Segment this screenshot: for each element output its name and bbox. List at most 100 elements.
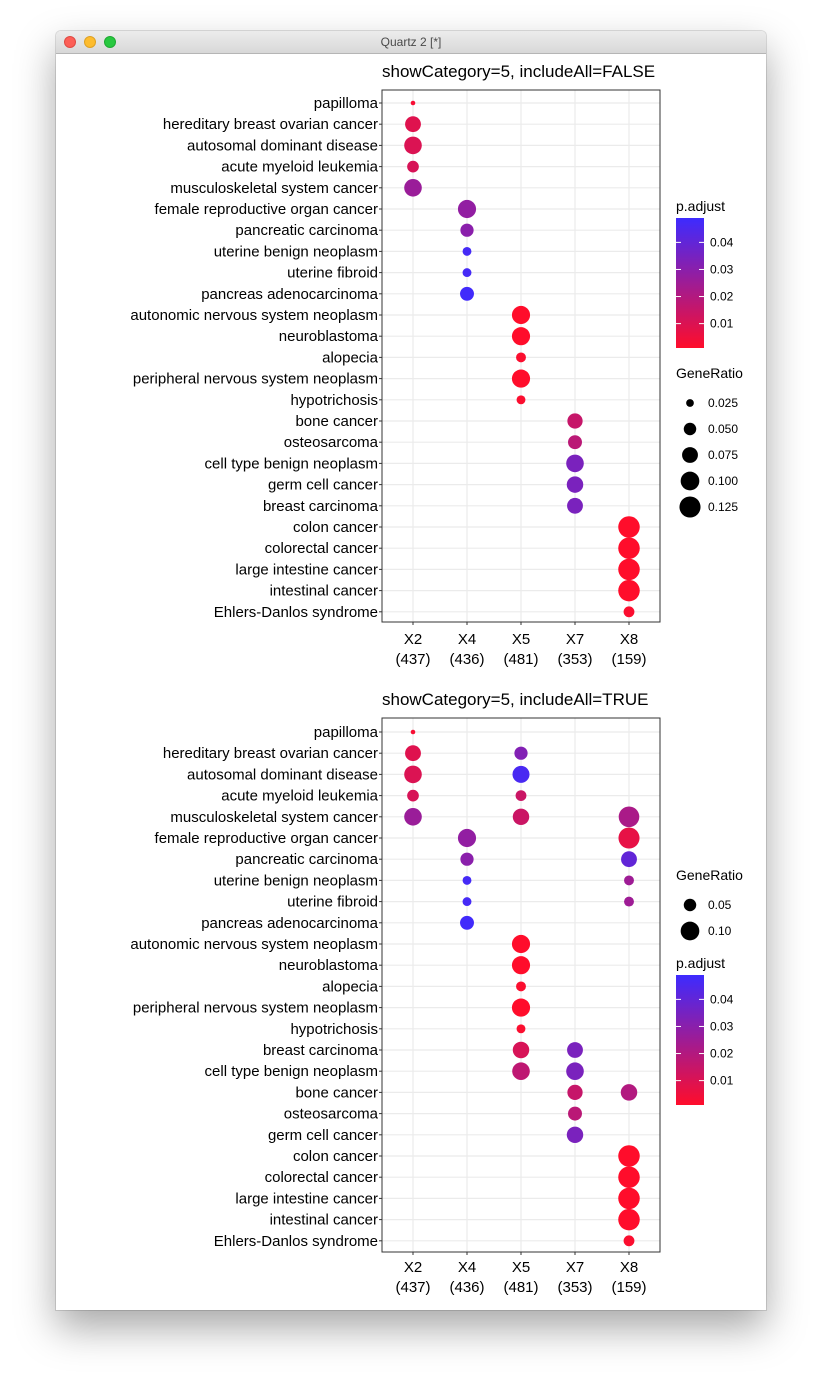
chart-title: showCategory=5, includeAll=FALSE — [382, 62, 655, 81]
y-tick-label: hypotrichosis — [290, 392, 378, 409]
gene-ratio-legend-title: GeneRatio — [676, 365, 743, 381]
data-point — [407, 160, 419, 173]
y-tick-label: bone cancer — [295, 413, 378, 430]
y-tick-label: osteosarcoma — [284, 1106, 379, 1123]
gene-ratio-legend: GeneRatio 0.025 0.050 0.075 0.100 0.125 — [676, 365, 743, 518]
data-point — [511, 934, 531, 954]
y-tick-label: bone cancer — [295, 1084, 378, 1101]
colorbar-tick-label: 0.02 — [710, 1047, 734, 1061]
y-tick-label: uterine benign neoplasm — [214, 872, 378, 889]
y-tick-label: cell type benign neoplasm — [205, 455, 378, 472]
y-tick-label: large intestine cancer — [235, 1190, 378, 1207]
data-point — [624, 896, 634, 907]
data-point — [410, 100, 416, 106]
y-tick-label: uterine benign neoplasm — [214, 243, 378, 260]
data-point — [567, 1084, 583, 1101]
x-tick-cluster: X2 — [404, 1259, 422, 1276]
gene-ratio-key-label: 0.100 — [708, 474, 738, 488]
colorbar-tick-label: 0.04 — [710, 235, 734, 249]
x-tick-label: X8 (159) — [611, 631, 646, 668]
x-tick-count: (436) — [449, 651, 484, 668]
data-point — [511, 327, 531, 346]
data-point — [618, 516, 640, 538]
y-tick-label: female reproductive organ cancer — [155, 830, 378, 847]
data-point — [516, 395, 526, 405]
close-window-button[interactable] — [64, 36, 76, 48]
plot-panel-border — [381, 89, 661, 623]
data-point — [618, 806, 640, 828]
x-tick-count: (481) — [503, 1279, 538, 1296]
x-tick-count: (159) — [611, 651, 646, 668]
x-tick-cluster: X4 — [458, 1259, 476, 1276]
data-point — [512, 1062, 530, 1080]
data-point — [618, 579, 640, 602]
gene-ratio-key — [682, 447, 698, 463]
data-point — [511, 369, 531, 388]
gene-ratio-key-label: 0.075 — [708, 448, 738, 462]
p-adjust-colorbar — [676, 218, 704, 348]
y-tick-label: colorectal cancer — [265, 540, 378, 557]
data-point — [511, 305, 531, 325]
minimize-window-button[interactable] — [84, 36, 96, 48]
y-tick-label: alopecia — [322, 978, 379, 995]
data-point — [462, 268, 472, 278]
x-tick-cluster: X8 — [620, 1259, 638, 1276]
data-point — [512, 1041, 530, 1059]
y-tick-label: intestinal cancer — [270, 1212, 378, 1229]
colorbar-tick-label: 0.03 — [710, 262, 734, 276]
data-point — [618, 1166, 640, 1188]
data-point — [618, 1208, 640, 1231]
gene-ratio-key-label: 0.125 — [708, 500, 738, 514]
y-tick-label: hereditary breast ovarian cancer — [163, 745, 378, 762]
y-tick-label: hereditary breast ovarian cancer — [163, 116, 378, 133]
data-point — [514, 746, 528, 760]
y-tick-label: pancreas adenocarcinoma — [201, 915, 378, 932]
y-tick-label: autonomic nervous system neoplasm — [130, 307, 378, 324]
y-tick-label: neuroblastoma — [279, 957, 379, 974]
y-tick-label: acute myeloid leukemia — [221, 788, 378, 805]
data-point — [460, 915, 474, 930]
gene-ratio-key — [686, 399, 694, 407]
y-tick-label: breast carcinoma — [263, 1042, 379, 1059]
x-tick-label: X5 (481) — [503, 631, 538, 668]
gene-ratio-key-label: 0.10 — [708, 924, 732, 938]
data-point — [462, 246, 472, 256]
plot-panel-border — [381, 717, 661, 1253]
gene-ratio-key — [680, 921, 700, 941]
data-point — [623, 606, 635, 618]
data-point — [568, 1106, 582, 1121]
data-point — [460, 223, 474, 237]
data-point — [621, 851, 637, 868]
y-tick-label: autosomal dominant disease — [187, 137, 378, 154]
x-tick-label: X7 (353) — [557, 1259, 592, 1296]
x-tick-count: (437) — [395, 1279, 430, 1296]
y-tick-label: pancreas adenocarcinoma — [201, 286, 378, 303]
x-tick-count: (159) — [611, 1279, 646, 1296]
data-point — [462, 897, 472, 907]
data-point — [462, 875, 472, 885]
data-point — [623, 1235, 635, 1247]
data-point — [618, 537, 640, 559]
data-point — [407, 789, 419, 802]
data-point — [512, 808, 530, 826]
y-tick-label: cell type benign neoplasm — [205, 1063, 378, 1080]
quartz-window: Quartz 2 [*] showCategory=5, includeAll=… — [56, 31, 766, 1310]
data-point — [566, 476, 584, 493]
y-tick-label: papilloma — [314, 95, 379, 112]
x-tick-cluster: X2 — [404, 631, 422, 648]
zoom-window-button[interactable] — [104, 36, 116, 48]
y-tick-label: musculoskeletal system cancer — [170, 180, 378, 197]
data-point — [457, 828, 477, 848]
chart-panel-1: showCategory=5, includeAll=FALSEpapillom… — [130, 62, 743, 668]
gene-ratio-key-label: 0.05 — [708, 898, 732, 912]
x-tick-count: (353) — [557, 651, 592, 668]
data-point — [460, 286, 474, 301]
y-tick-label: uterine fibroid — [287, 265, 378, 282]
data-point — [620, 1084, 638, 1101]
data-point — [515, 790, 527, 802]
y-tick-label: female reproductive organ cancer — [155, 201, 378, 218]
x-tick-label: X2 (437) — [395, 1259, 430, 1296]
data-point — [618, 558, 640, 581]
p-adjust-legend-title: p.adjust — [676, 955, 725, 971]
data-point — [568, 435, 582, 450]
